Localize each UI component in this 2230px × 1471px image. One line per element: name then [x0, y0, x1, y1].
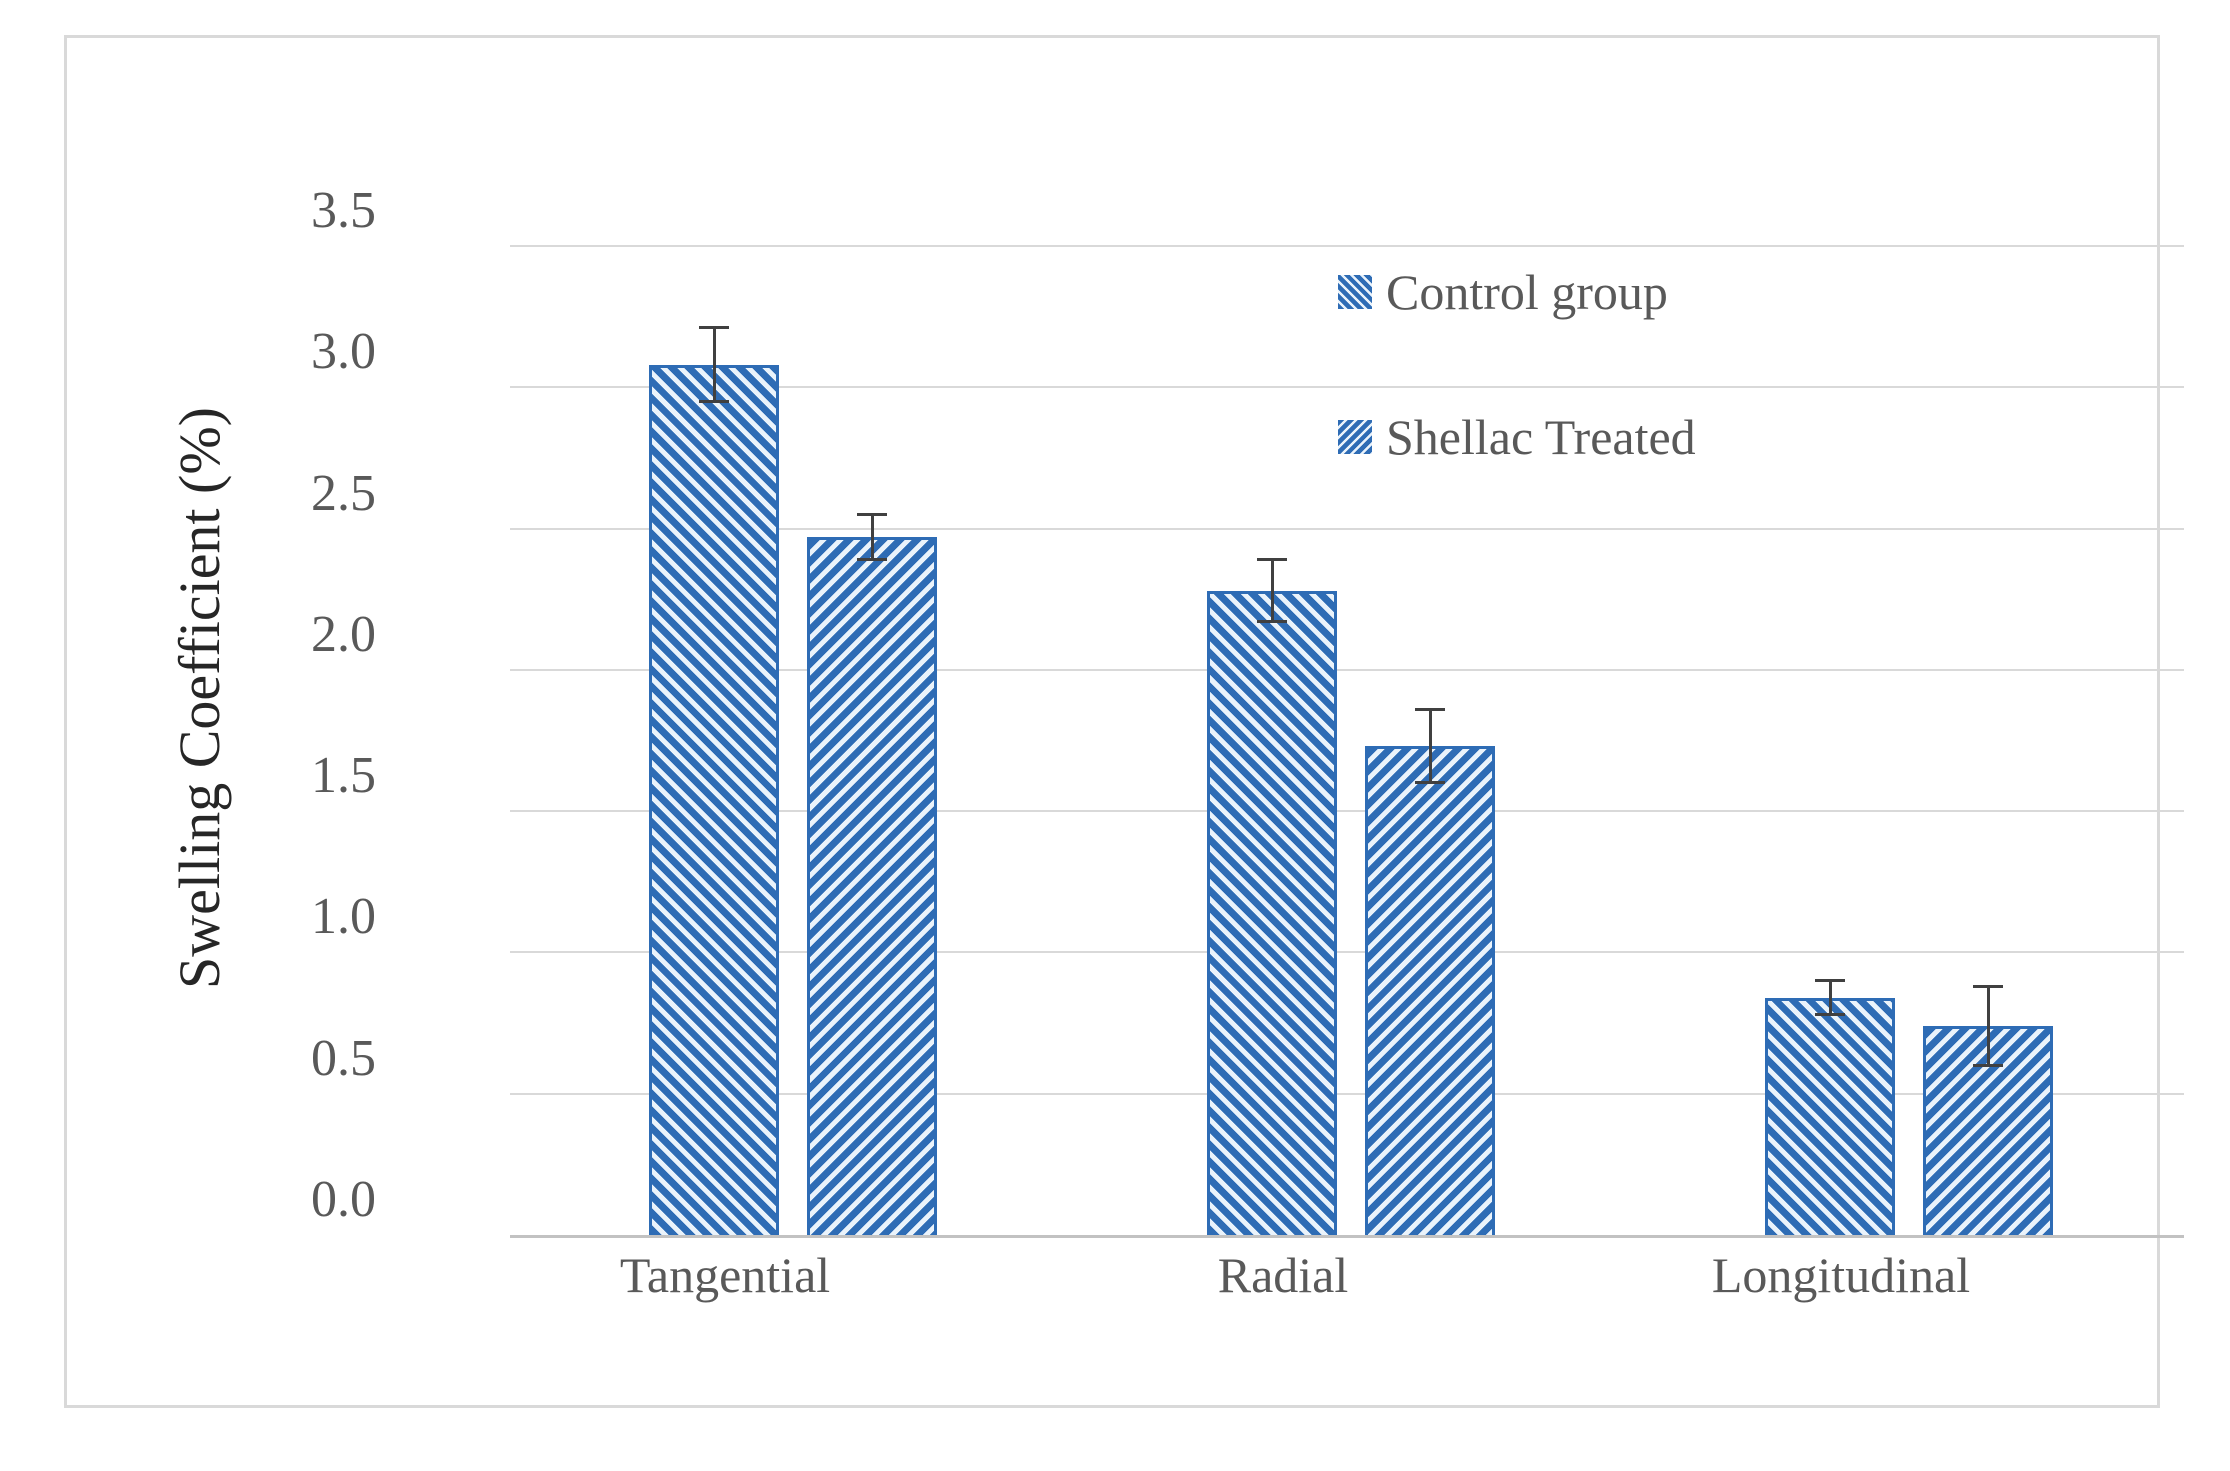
y-tick-label-2.0: 2.0 [311, 605, 376, 663]
y-tick-label-3.0: 3.0 [311, 323, 376, 381]
x-axis-label-tangential: Tangential [619, 1247, 831, 1303]
y-tick-label-1.0: 1.0 [311, 888, 376, 946]
bar-shellac-treated-tangential [807, 537, 937, 1235]
legend-swatch-shellac-treated-icon [1338, 420, 1372, 454]
bar-shellac-treated-radial [1365, 746, 1495, 1235]
gridline-y-3.0 [510, 386, 2184, 389]
legend-label-shellac-treated: Shellac Treated [1386, 409, 1696, 465]
legend-item-control-group: Control group [1338, 257, 1668, 327]
bar-control-group-longitudinal [1765, 997, 1895, 1235]
gridline-y-0.5 [510, 1092, 2184, 1095]
y-tick-label-3.5: 3.5 [311, 182, 376, 239]
gridline-y-1.5 [510, 810, 2184, 813]
gridline-y-2.0 [510, 668, 2184, 671]
legend-item-shellac-treated: Shellac Treated [1338, 402, 1696, 472]
y-tick-label-0.0: 0.0 [311, 1171, 376, 1228]
gridline-y-3.5 [510, 245, 2184, 247]
bar-control-group-tangential [649, 364, 779, 1235]
chart-frame: Swelling Coefficient (%) 0.0 0.5 1.0 1.5 2.0… [64, 35, 2184, 1408]
legend-label-control-group: Control group [1386, 264, 1668, 320]
gridline-y-1.0 [510, 951, 2184, 954]
y-tick-label-1.5: 1.5 [311, 747, 376, 805]
y-tick-label-2.5: 2.5 [311, 464, 376, 522]
gridline-y-2.5 [510, 527, 2184, 530]
plot-area [510, 245, 2184, 1238]
x-axis-line [510, 1235, 2184, 1238]
x-axis-label-longitudinal: Longitudinal [1711, 1247, 1971, 1303]
y-tick-label-0.5: 0.5 [311, 1029, 376, 1087]
bar-control-group-radial [1207, 590, 1337, 1235]
legend-swatch-control-group-icon [1338, 275, 1372, 309]
x-axis-label-radial: Radial [1217, 1247, 1349, 1303]
